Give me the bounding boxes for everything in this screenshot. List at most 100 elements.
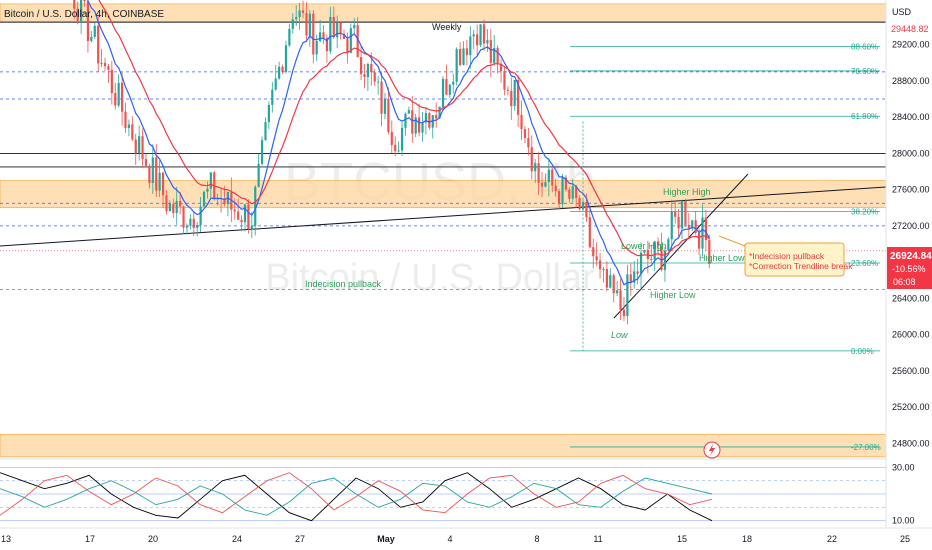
candle (479, 24, 482, 48)
oscillator-series-0 (0, 472, 713, 522)
callout-box[interactable]: *Indecision pullback *Correction Trendli… (718, 235, 853, 277)
candle (653, 240, 656, 272)
candle (527, 127, 530, 156)
candle (503, 66, 506, 96)
candle (90, 31, 93, 43)
candle (441, 76, 445, 112)
oscillator-tick-1: 10.00 (892, 516, 915, 526)
candle (452, 73, 455, 94)
candle (394, 136, 397, 157)
candle (701, 204, 704, 257)
time-tick-2: 20 (148, 534, 158, 544)
candle (380, 71, 383, 127)
candle (691, 220, 694, 232)
candle (325, 34, 329, 63)
candle (684, 198, 687, 227)
candle (578, 195, 581, 211)
price-tick-3: 28000.00 (892, 148, 930, 158)
candle (407, 106, 410, 114)
candle (568, 187, 571, 203)
candle (547, 158, 550, 197)
fib-label-0: 88.60% (851, 42, 878, 51)
candle (602, 266, 605, 283)
candle (114, 82, 117, 110)
candle (206, 181, 209, 199)
candle (462, 41, 465, 66)
candle (288, 24, 291, 47)
candle (383, 92, 387, 120)
candle (605, 261, 608, 292)
candle (295, 5, 298, 26)
zone-1[interactable] (0, 180, 887, 209)
price-tick-1: 28800.00 (892, 76, 930, 86)
candle (619, 278, 622, 321)
candle (489, 28, 492, 77)
fib-label-5: 0.00% (851, 347, 874, 356)
candle (465, 40, 469, 66)
candle (646, 240, 649, 274)
candle (554, 179, 557, 197)
fibonacci-retracement[interactable]: 88.60% 78.60% 61.80% 38.20% 23.60% 0.00% -27.0… (570, 42, 881, 452)
candle (520, 100, 523, 141)
candle (161, 171, 165, 209)
rising-trendline[interactable] (613, 173, 749, 319)
candle (418, 103, 421, 137)
candle (493, 34, 496, 67)
candle (513, 79, 516, 111)
candle (308, 10, 311, 47)
candle (674, 200, 677, 224)
symbol-title[interactable]: Bitcoin / U.S. Dollar, 4h, COINBASE (4, 9, 164, 20)
horizontal-levels (0, 21, 886, 290)
higher-high-label: Higher High (663, 187, 711, 197)
candle (595, 242, 598, 267)
candle (196, 221, 199, 237)
candle (482, 19, 486, 51)
candle (240, 215, 243, 232)
candle (291, 13, 294, 34)
candle (404, 112, 407, 136)
candle (575, 184, 578, 208)
oscillator-series-2 (0, 477, 713, 516)
candle (472, 29, 475, 50)
candle (476, 24, 479, 56)
time-tick-3: 24 (232, 534, 242, 544)
candle (322, 25, 325, 44)
candle (523, 126, 527, 144)
candle (660, 232, 663, 272)
candle (592, 238, 595, 269)
candle (650, 244, 653, 264)
lightning-icon[interactable] (703, 441, 721, 459)
candle (155, 144, 158, 198)
long-trendline[interactable] (0, 186, 887, 247)
candle (267, 101, 270, 130)
fib-label-4: 23.60% (851, 259, 878, 268)
candle (298, 2, 301, 30)
oscillator-pane (0, 467, 886, 522)
time-tick-8: 11 (593, 534, 602, 544)
candle (339, 21, 342, 40)
candle (356, 17, 359, 58)
candle (138, 125, 141, 161)
time-axis-background[interactable] (0, 528, 932, 550)
candle (677, 209, 680, 239)
price-tick-0: 29200.00 (892, 40, 930, 50)
callout-line-2: *Correction Trendline break (749, 261, 853, 271)
oscillator-tick-0: 30.00 (892, 462, 915, 472)
candle (414, 113, 417, 138)
weekly-label: Weekly (432, 22, 462, 32)
candle (598, 253, 602, 279)
candle (633, 260, 636, 289)
candle (609, 268, 612, 289)
candle (305, 2, 308, 43)
candle (694, 211, 697, 235)
candle (175, 186, 178, 225)
ema-fast-line (87, 0, 710, 286)
candle (301, 0, 305, 19)
fib-label-2: 61.80% (851, 112, 878, 121)
candle (636, 258, 639, 285)
candle (588, 209, 591, 249)
callout-line-1: *Indecision pullback (749, 251, 825, 261)
zone-2[interactable] (0, 433, 887, 458)
candle (534, 158, 537, 184)
